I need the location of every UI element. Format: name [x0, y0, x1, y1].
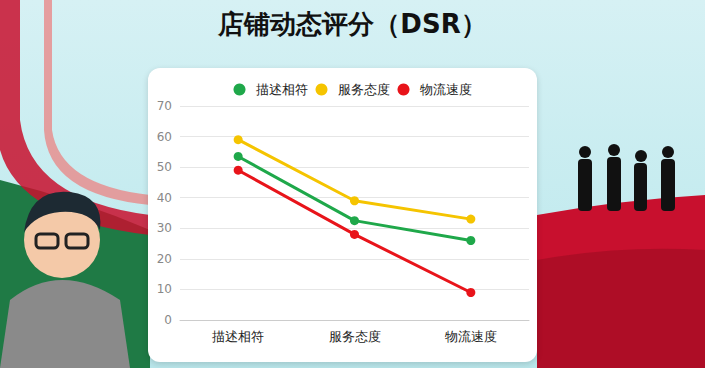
svg-text:70: 70: [157, 99, 172, 113]
svg-text:0: 0: [164, 313, 172, 327]
svg-text:描述相符: 描述相符: [212, 329, 264, 344]
svg-text:描述相符: 描述相符: [256, 82, 308, 97]
svg-text:店铺动态评分（DSR）: 店铺动态评分（DSR）: [217, 9, 486, 39]
svg-text:服务态度: 服务态度: [338, 82, 390, 97]
svg-text:20: 20: [157, 252, 172, 266]
svg-text:物流速度: 物流速度: [445, 329, 497, 344]
svg-text:60: 60: [157, 130, 172, 144]
svg-text:40: 40: [157, 191, 172, 205]
svg-text:服务态度: 服务态度: [329, 329, 381, 344]
svg-text:物流速度: 物流速度: [420, 82, 472, 97]
svg-text:30: 30: [157, 221, 172, 235]
svg-text:10: 10: [157, 282, 172, 296]
svg-text:50: 50: [157, 160, 172, 174]
